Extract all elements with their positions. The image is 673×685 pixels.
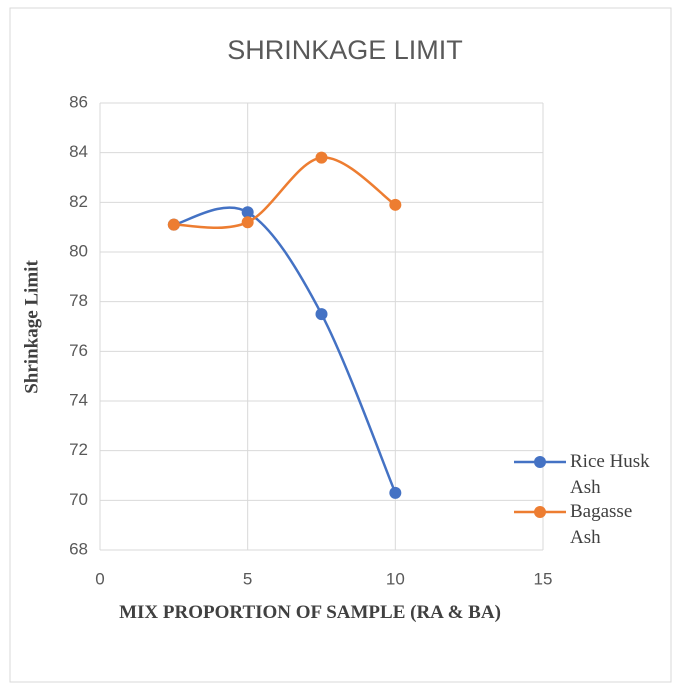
x-tick-label: 10 [386, 569, 405, 588]
legend-label: Bagasse Ash [570, 501, 633, 548]
data-point [315, 308, 328, 321]
chart-title: SHRINKAGE LIMIT [227, 35, 463, 65]
y-tick-label: 82 [69, 192, 88, 211]
y-tick-label: 70 [69, 490, 88, 509]
y-tick-label: 74 [69, 390, 88, 409]
series-line [173, 206, 397, 494]
legend-marker [534, 506, 546, 518]
y-axis-label: Shrinkage Limit [21, 260, 42, 394]
legend-entry-box: Bagasse Ash [570, 501, 633, 548]
legend-entry-box: Rice Husk Ash [570, 451, 650, 498]
x-tick-label: 15 [534, 569, 553, 588]
x-tick-label: 0 [95, 569, 104, 588]
data-point [167, 218, 180, 231]
data-point [241, 216, 254, 229]
legend-label: Rice Husk Ash [570, 451, 650, 498]
y-tick-label: 76 [69, 341, 88, 360]
y-tick-label: 78 [69, 291, 88, 310]
chart-frame [9, 7, 672, 683]
x-axis-label: MIX PROPORTION OF SAMPLE (RA & BA) [119, 602, 501, 623]
data-point [389, 486, 402, 499]
y-tick-label: 68 [69, 539, 88, 558]
y-tick-label: 80 [69, 241, 88, 260]
y-tick-label: 84 [69, 142, 88, 161]
series-line [173, 156, 397, 229]
data-point [241, 206, 254, 219]
x-tick-label: 5 [243, 569, 252, 588]
data-point [315, 151, 328, 164]
y-tick-label: 86 [69, 92, 88, 111]
y-tick-label: 72 [69, 440, 88, 459]
data-point [389, 198, 402, 211]
legend-marker [534, 456, 546, 468]
x-axis-label-box: MIX PROPORTION OF SAMPLE (RA & BA) [119, 602, 501, 623]
